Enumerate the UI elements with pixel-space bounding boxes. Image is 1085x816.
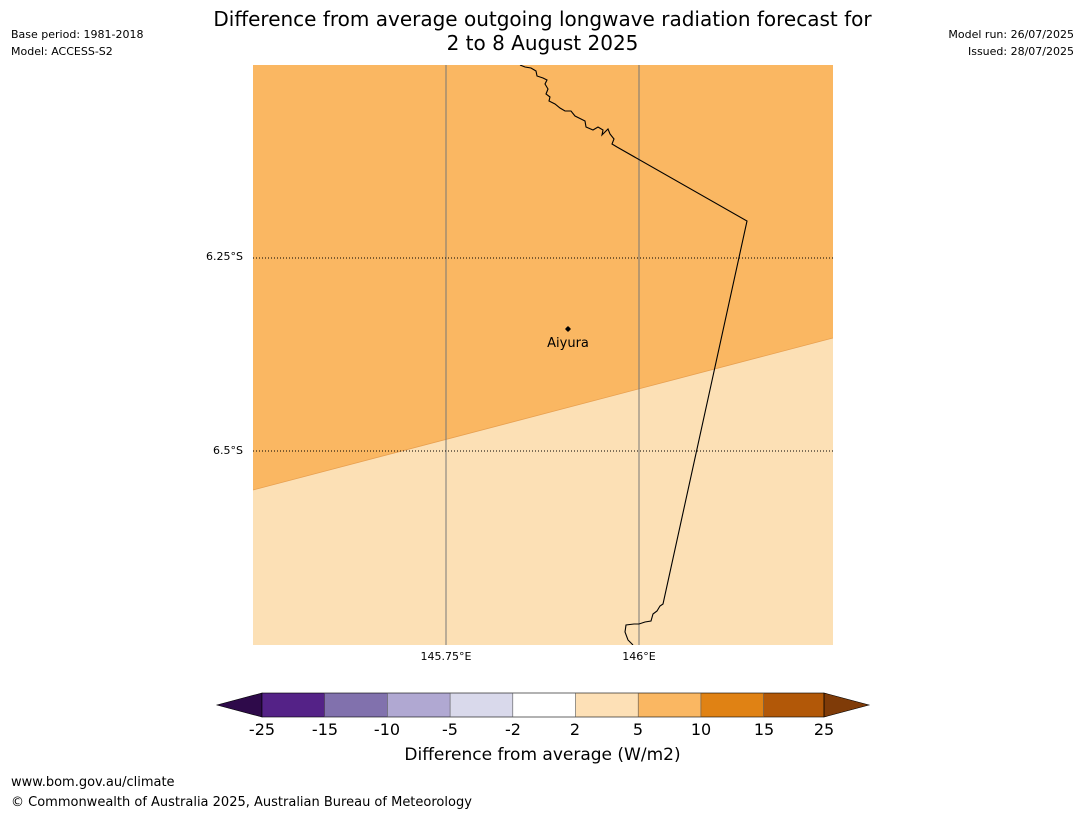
colorbar-tick-label: -2 bbox=[505, 720, 521, 739]
lat-tick-6-25: 6.25°S bbox=[206, 250, 243, 263]
meta-right: Model run: 26/07/2025 Issued: 28/07/2025 bbox=[948, 26, 1074, 60]
colorbar-over-arrow bbox=[823, 692, 871, 718]
colorbar-bin-4 bbox=[450, 693, 513, 717]
region-5-to-10 bbox=[253, 65, 833, 490]
issued-date: Issued: 28/07/2025 bbox=[967, 45, 1074, 58]
colorbar-bin-5 bbox=[512, 693, 576, 717]
lon-tick-146: 146°E bbox=[622, 650, 656, 663]
colorbar-title: Difference from average (W/m2) bbox=[404, 745, 681, 765]
lon-tick-145-75: 145.75°E bbox=[420, 650, 472, 663]
model-run: Model run: 26/07/2025 bbox=[948, 28, 1074, 41]
footer-copyright: © Commonwealth of Australia 2025, Austra… bbox=[11, 795, 472, 810]
colorbar-bin-6 bbox=[575, 693, 639, 717]
footer-url: www.bom.gov.au/climate bbox=[11, 775, 175, 790]
forecast-map bbox=[253, 65, 833, 645]
place-label-aiyura: Aiyura bbox=[547, 336, 589, 351]
colorbar-tick-label: 15 bbox=[753, 720, 775, 739]
colorbar-tick-label: -25 bbox=[248, 720, 276, 739]
colorbar bbox=[215, 692, 871, 718]
map-title: Difference from average outgoing longwav… bbox=[0, 7, 1085, 55]
colorbar-tick-label: 5 bbox=[632, 720, 644, 739]
meta-left: Base period: 1981-2018 Model: ACCESS-S2 bbox=[11, 26, 143, 60]
lat-tick-6-5: 6.5°S bbox=[213, 444, 243, 457]
model-name: Model: ACCESS-S2 bbox=[11, 45, 113, 58]
colorbar-tick-label: 10 bbox=[690, 720, 712, 739]
colorbar-bin-1 bbox=[262, 693, 325, 717]
colorbar-under-arrow bbox=[215, 692, 263, 718]
border-line bbox=[519, 65, 748, 645]
base-period: Base period: 1981-2018 bbox=[11, 28, 144, 41]
colorbar-tick-label: -10 bbox=[373, 720, 401, 739]
title-line-2: 2 to 8 August 2025 bbox=[446, 31, 639, 55]
colorbar-tick-label: 2 bbox=[569, 720, 581, 739]
title-line-1: Difference from average outgoing longwav… bbox=[213, 7, 872, 31]
colorbar-bin-8 bbox=[700, 693, 764, 717]
colorbar-tick-label: -15 bbox=[311, 720, 339, 739]
colorbar-bin-2 bbox=[324, 693, 388, 717]
colorbar-bin-3 bbox=[387, 693, 451, 717]
colorbar-tick-label: 25 bbox=[813, 720, 835, 739]
colorbar-tick-label: -5 bbox=[442, 720, 458, 739]
colorbar-bin-7 bbox=[638, 693, 701, 717]
colorbar-bin-9 bbox=[763, 693, 827, 717]
